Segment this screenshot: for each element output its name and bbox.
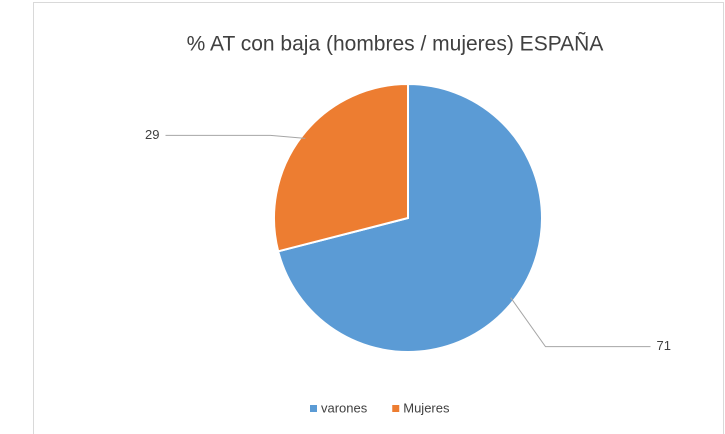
data-label: 71 — [656, 338, 670, 353]
leader-line — [510, 297, 651, 348]
chart-title: % AT con baja (hombres / mujeres) ESPAÑA — [187, 32, 604, 56]
legend-label: Mujeres — [403, 400, 450, 415]
pie-slice — [276, 82, 543, 353]
legend-swatch — [310, 405, 317, 412]
pie-slice — [273, 82, 409, 253]
data-label: 29 — [145, 127, 159, 142]
legend-label: varones — [321, 400, 368, 415]
leader-line — [165, 134, 306, 139]
legend-swatch — [392, 405, 400, 412]
